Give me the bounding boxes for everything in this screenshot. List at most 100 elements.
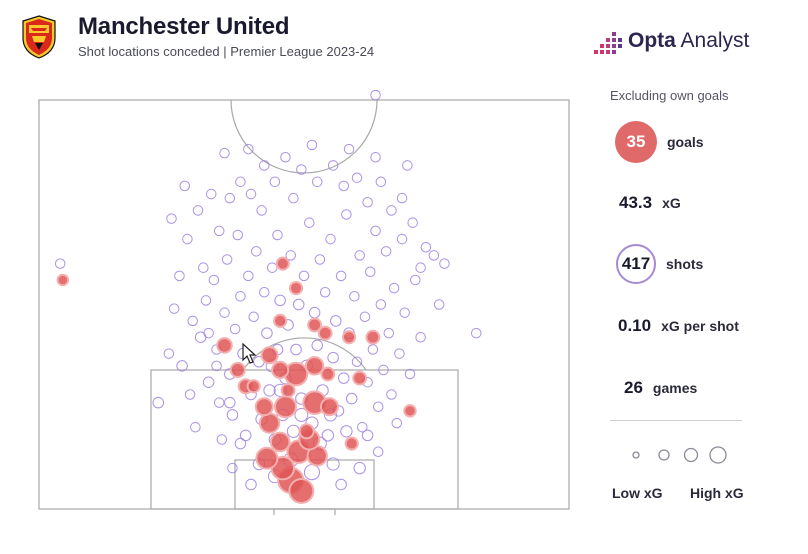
legend-low-label: Low xG — [612, 485, 663, 501]
shot-marker — [311, 339, 324, 352]
shot-marker — [349, 291, 360, 302]
goal-marker — [255, 446, 279, 470]
shot-marker — [213, 397, 225, 408]
goal-marker — [320, 366, 336, 382]
xg-per-shot-value: 0.10 — [618, 316, 652, 335]
shot-marker — [219, 307, 230, 318]
shot-marker — [216, 434, 228, 445]
shot-marker — [224, 396, 236, 409]
shot-marker — [321, 429, 335, 442]
shot-marker — [354, 250, 365, 261]
shot-marker — [292, 298, 305, 311]
shot-marker — [345, 392, 358, 405]
legend-dot-xlarge — [709, 446, 727, 464]
stats-sidebar: Excluding own goals 35 goals 43.3 xG 417… — [598, 80, 798, 520]
shot-marker — [243, 143, 254, 155]
shot-marker — [428, 250, 440, 261]
shot-marker — [375, 299, 387, 310]
shot-marker — [286, 424, 300, 438]
exclusion-note: Excluding own goals — [610, 88, 729, 103]
shot-marker — [187, 315, 198, 327]
shot-marker — [205, 188, 217, 200]
goal-marker — [304, 356, 325, 376]
shot-marker — [370, 151, 381, 163]
shot-marker — [364, 266, 376, 278]
shot-marker — [439, 258, 450, 269]
shot-marker — [470, 327, 482, 339]
xg-per-shot-stat: 0.10 xG per shot — [618, 316, 739, 336]
shot-marker — [383, 327, 395, 339]
legend-high-label: High xG — [690, 485, 744, 501]
shot-marker — [335, 478, 347, 491]
shot-marker — [386, 205, 397, 216]
xg-stat: 43.3 xG — [619, 193, 681, 213]
shot-marker — [256, 205, 267, 216]
shot-marker — [326, 457, 340, 471]
opta-logo-icon — [594, 32, 622, 54]
shot-marker — [343, 143, 355, 155]
shot-marker — [380, 246, 392, 257]
shot-marker — [203, 327, 214, 339]
shot-marker — [415, 262, 426, 273]
shot-marker — [229, 323, 241, 335]
shot-marker — [176, 360, 188, 372]
shot-marker — [211, 360, 222, 372]
goal-marker — [344, 436, 359, 451]
manchester-united-crest-icon — [22, 15, 56, 59]
shot-marker — [54, 258, 66, 269]
goal-marker — [317, 325, 333, 341]
shot-marker — [298, 270, 310, 282]
goals-layer — [56, 256, 417, 504]
shot-marker — [327, 160, 339, 171]
goal-marker — [258, 412, 281, 434]
shot-marker — [285, 250, 297, 261]
shot-marker — [226, 409, 239, 421]
shot-marker — [372, 401, 384, 413]
goal-marker — [56, 273, 70, 287]
shot-marker — [351, 172, 363, 183]
goal-marker — [403, 404, 417, 418]
shot-marker — [388, 282, 400, 294]
shot-marker — [367, 344, 379, 355]
shot-map-chart — [38, 90, 570, 515]
divider — [610, 420, 742, 421]
goals-value: 35 — [615, 121, 657, 163]
shot-marker — [243, 270, 254, 282]
shot-marker — [227, 462, 238, 474]
shot-marker — [415, 331, 426, 343]
shot-marker — [258, 286, 270, 298]
goal-marker — [275, 256, 290, 271]
shot-marker — [340, 425, 353, 438]
brand-name: Opta Analyst — [628, 29, 750, 52]
shot-marker — [234, 437, 247, 450]
shot-marker — [311, 176, 323, 188]
shot-marker — [362, 196, 373, 208]
shot-marker — [258, 160, 270, 171]
shot-marker — [263, 384, 276, 397]
shot-marker — [338, 180, 350, 192]
page-title: Manchester United — [78, 13, 290, 40]
shot-marker — [410, 274, 421, 286]
goal-marker — [298, 423, 315, 440]
shot-marker — [294, 408, 309, 422]
xg-size-legend — [632, 446, 727, 464]
legend-dot-large — [683, 447, 699, 463]
xg-label: xG — [662, 195, 681, 211]
goal-marker — [365, 329, 381, 345]
shot-marker — [335, 270, 347, 282]
shot-marker — [272, 229, 283, 241]
shot-marker — [308, 306, 321, 319]
goals-label: goals — [667, 134, 704, 150]
mouse-pointer-icon — [242, 343, 257, 364]
goal-marker — [273, 395, 297, 419]
shot-marker — [182, 233, 193, 245]
shot-marker — [327, 351, 339, 364]
shot-marker — [351, 356, 363, 368]
shot-marker — [245, 188, 257, 200]
goal-marker — [254, 397, 274, 417]
shot-marker — [168, 303, 180, 314]
shot-marker — [341, 209, 352, 220]
goal-marker — [216, 337, 233, 354]
shot-marker — [314, 254, 326, 265]
shot-marker — [174, 270, 185, 282]
